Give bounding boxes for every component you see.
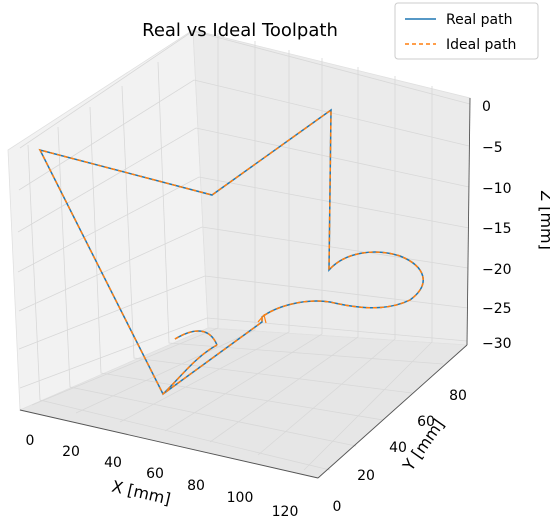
y-tick-1: 20 — [357, 468, 375, 484]
axis-panes — [7, 29, 471, 479]
x-tick-5: 100 — [227, 490, 254, 506]
legend-box — [394, 2, 539, 60]
chart-title: Real vs Ideal Toolpath — [142, 20, 338, 41]
x-tick-4: 80 — [187, 478, 205, 494]
y-tick-2: 40 — [389, 440, 407, 456]
z-axis-label: Z [mm] — [537, 190, 550, 250]
x-tick-2: 40 — [104, 455, 122, 471]
legend: Real path Ideal path — [394, 2, 539, 60]
axis-lines — [19, 97, 471, 479]
y-tick-0: 0 — [333, 499, 342, 515]
z-tick-5: −25 — [482, 301, 512, 317]
y-tick-4: 80 — [449, 388, 467, 404]
toolpath-lines — [38, 108, 424, 396]
legend-ideal-label: Ideal path — [446, 37, 516, 53]
ideal-path-line — [38, 108, 424, 396]
x-tick-6: 120 — [272, 504, 299, 520]
y-tick-labels: 0 20 40 60 80 — [333, 388, 467, 515]
z-tick-2: −10 — [482, 181, 512, 197]
back-pane — [192, 29, 471, 346]
path-hook — [257, 313, 267, 324]
x-tick-0: 0 — [26, 433, 35, 449]
legend-real-label: Real path — [446, 12, 512, 28]
z-tick-0: 0 — [482, 99, 491, 115]
y-tick-3: 60 — [417, 414, 435, 430]
z-tick-6: −30 — [482, 336, 512, 352]
gridlines — [17, 30, 471, 471]
z-tick-3: −15 — [482, 221, 512, 237]
z-tick-1: −5 — [482, 140, 503, 156]
x-tick-3: 60 — [146, 466, 164, 482]
x-tick-1: 20 — [62, 444, 80, 460]
z-tick-4: −20 — [482, 262, 512, 278]
z-tick-labels: 0 −5 −10 −15 −20 −25 −30 — [482, 99, 512, 352]
x-tick-labels: 0 20 40 60 80 100 120 — [26, 433, 299, 520]
